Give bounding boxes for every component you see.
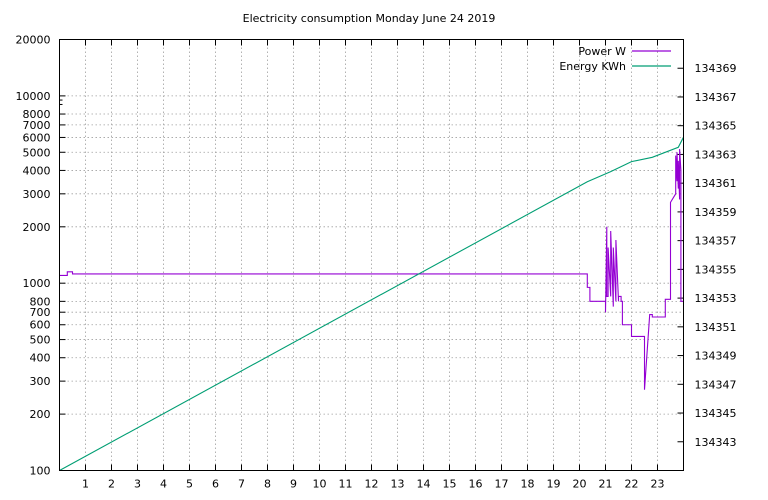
grid	[59, 39, 684, 471]
x-tick-label: 20	[573, 478, 587, 491]
x-tick-label: 8	[264, 478, 271, 491]
x-tick-label: 3	[134, 478, 141, 491]
y-tick-label: 500	[30, 334, 51, 347]
x-tick-label: 4	[160, 478, 167, 491]
x-tick-label: 10	[313, 478, 327, 491]
x-axis: 1 2 3 4 5 6 7 8 9 10 11 12 13 14 15 16 17 18 19 20 21 22 23	[82, 39, 665, 491]
chart-title: Electricity consumption Monday June 24 2…	[243, 12, 496, 25]
x-tick-label: 7	[238, 478, 245, 491]
y2-tick-label: 134369	[695, 62, 737, 75]
y2-tick-label: 134351	[695, 321, 737, 334]
y-tick-label: 4000	[23, 164, 51, 177]
plot-series	[59, 136, 684, 471]
x-tick-label: 16	[469, 478, 483, 491]
y2-tick-label: 134353	[695, 292, 737, 305]
y2-tick-label: 134347	[695, 378, 737, 391]
y2-tick-label: 134365	[695, 120, 737, 133]
x-tick-label: 19	[547, 478, 561, 491]
y2-tick-label: 134357	[695, 235, 737, 248]
y-tick-label: 700	[30, 306, 51, 319]
y2-tick-label: 134367	[695, 91, 737, 104]
y2-tick-label: 134349	[695, 350, 737, 363]
y-tick-label: 100	[30, 465, 51, 478]
x-tick-label: 22	[625, 478, 639, 491]
x-tick-label: 11	[339, 478, 353, 491]
y-tick-label: 400	[30, 352, 51, 365]
x-tick-label: 21	[599, 478, 613, 491]
x-tick-label: 12	[365, 478, 379, 491]
y2-tick-label: 134361	[695, 177, 737, 190]
y-tick-label: 7000	[23, 119, 51, 132]
plot-frame	[59, 39, 684, 471]
y-tick-label: 6000	[23, 131, 51, 144]
y-tick-label: 5000	[23, 146, 51, 159]
x-tick-label: 15	[443, 478, 457, 491]
y-tick-label: 800	[30, 295, 51, 308]
y2-tick-label: 134363	[695, 148, 737, 161]
legend-label: Power W	[578, 45, 626, 58]
x-tick-label: 14	[417, 478, 431, 491]
legend-label: Energy KWh	[559, 60, 626, 73]
x-tick-label: 6	[212, 478, 219, 491]
x-tick-label: 17	[495, 478, 509, 491]
y-tick-label: 8000	[23, 108, 51, 121]
y-tick-label: 2000	[23, 221, 51, 234]
y-tick-label: 200	[30, 408, 51, 421]
x-tick-label: 5	[186, 478, 193, 491]
y-tick-label: 3000	[23, 188, 51, 201]
series-line-energy	[59, 136, 684, 471]
y-axis-right: 134343 134345 134347 134349 134351 134353 1343…	[677, 62, 737, 449]
y2-tick-label: 134345	[695, 407, 737, 420]
x-tick-label: 23	[651, 478, 665, 491]
x-tick-label: 2	[108, 478, 115, 491]
legend: Power W Energy KWh	[559, 45, 671, 73]
y-tick-label: 10000	[16, 90, 51, 103]
y2-tick-label: 134343	[695, 436, 737, 449]
x-tick-label: 1	[82, 478, 89, 491]
x-tick-label: 9	[290, 478, 297, 491]
series-line-power	[59, 149, 684, 390]
x-tick-label: 18	[521, 478, 535, 491]
y2-tick-label: 134359	[695, 206, 737, 219]
y-tick-label: 1000	[23, 277, 51, 290]
y-tick-label: 20000	[16, 34, 51, 47]
y2-tick-label: 134355	[695, 263, 737, 276]
y-tick-label: 600	[30, 319, 51, 332]
x-tick-label: 13	[391, 478, 405, 491]
y-tick-label: 300	[30, 375, 51, 388]
